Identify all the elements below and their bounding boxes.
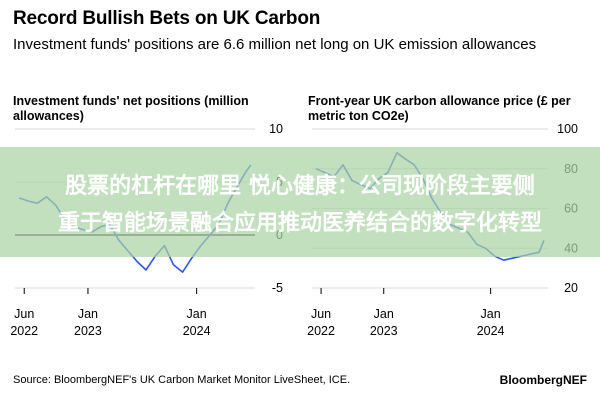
x-tick-label-month: Jan	[187, 307, 207, 321]
y-tick-label: 10	[269, 122, 283, 136]
x-tick-label-month: Jan	[78, 307, 98, 321]
y-tick-label: -5	[272, 281, 283, 295]
brand-logo: BloombergNEF	[499, 373, 587, 387]
chart-title-carbon-price: Front-year UK carbon allowance price (£ …	[308, 94, 571, 123]
x-tick-label-year: 2023	[370, 324, 398, 338]
overlay-text-line-2: 重于智能场景融合应用推动医养结合的数字化转型	[57, 211, 542, 236]
x-tick-label-year: 2024	[183, 324, 211, 338]
x-tick-label-year: 2022	[10, 324, 38, 338]
page-subtitle: Investment funds' positions are 6.6 mill…	[13, 36, 537, 53]
x-tick-label-month: Jan	[481, 307, 501, 321]
chart-title-net-positions: Investment funds' net positions (million…	[13, 94, 249, 123]
y-tick-label: 100	[557, 122, 578, 136]
source-note: Source: BloombergNEF's UK Carbon Market …	[13, 374, 351, 386]
x-tick-label-year: 2024	[477, 324, 505, 338]
x-tick-label-year: 2022	[307, 324, 335, 338]
x-tick-label-month: Jun	[14, 307, 34, 321]
y-tick-label: 20	[564, 281, 578, 295]
overlay-banner	[0, 147, 600, 257]
page-title: Record Bullish Bets on UK Carbon	[13, 8, 321, 29]
x-tick-label-month: Jan	[374, 307, 394, 321]
x-tick-label-year: 2023	[74, 324, 102, 338]
overlay-text-line-1: 股票的杠杆在哪里 悦心健康：公司现阶段主要侧	[65, 174, 535, 199]
x-tick-label-month: Jun	[311, 307, 331, 321]
